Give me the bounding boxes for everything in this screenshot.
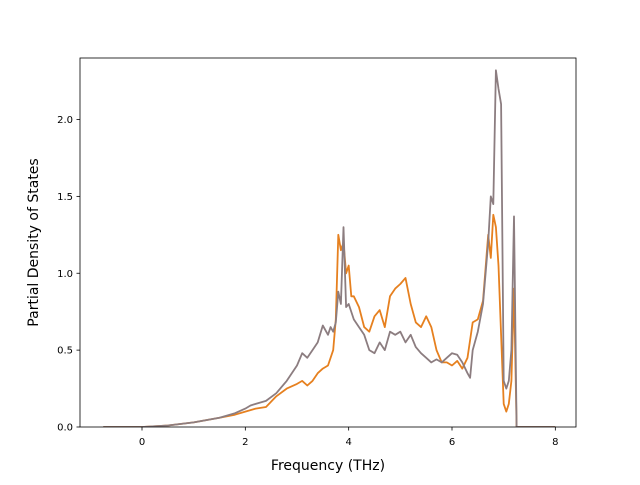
x-tick-label: 0 bbox=[139, 437, 145, 448]
y-axis-label: Partial Density of States bbox=[26, 158, 42, 326]
x-axis-label: Frequency (THz) bbox=[271, 458, 385, 474]
x-tick-label: 4 bbox=[345, 437, 351, 448]
y-tick-label: 0.0 bbox=[57, 423, 73, 434]
y-tick-label: 1.0 bbox=[57, 269, 73, 280]
x-tick-label: 8 bbox=[552, 437, 558, 448]
y-tick-label: 1.5 bbox=[57, 192, 73, 203]
series-line-2 bbox=[103, 69, 556, 427]
y-tick-label: 0.5 bbox=[57, 346, 73, 357]
series-layer bbox=[103, 69, 556, 427]
plot-frame bbox=[79, 57, 577, 428]
y-axis-ticks: 0.0 0.5 1.0 1.5 2.0 bbox=[57, 115, 80, 434]
x-tick-label: 2 bbox=[242, 437, 248, 448]
series-line-1 bbox=[103, 213, 556, 427]
x-axis-ticks: 0 2 4 6 8 bbox=[139, 427, 559, 448]
x-tick-label: 6 bbox=[449, 437, 455, 448]
y-tick-label: 2.0 bbox=[57, 115, 73, 126]
